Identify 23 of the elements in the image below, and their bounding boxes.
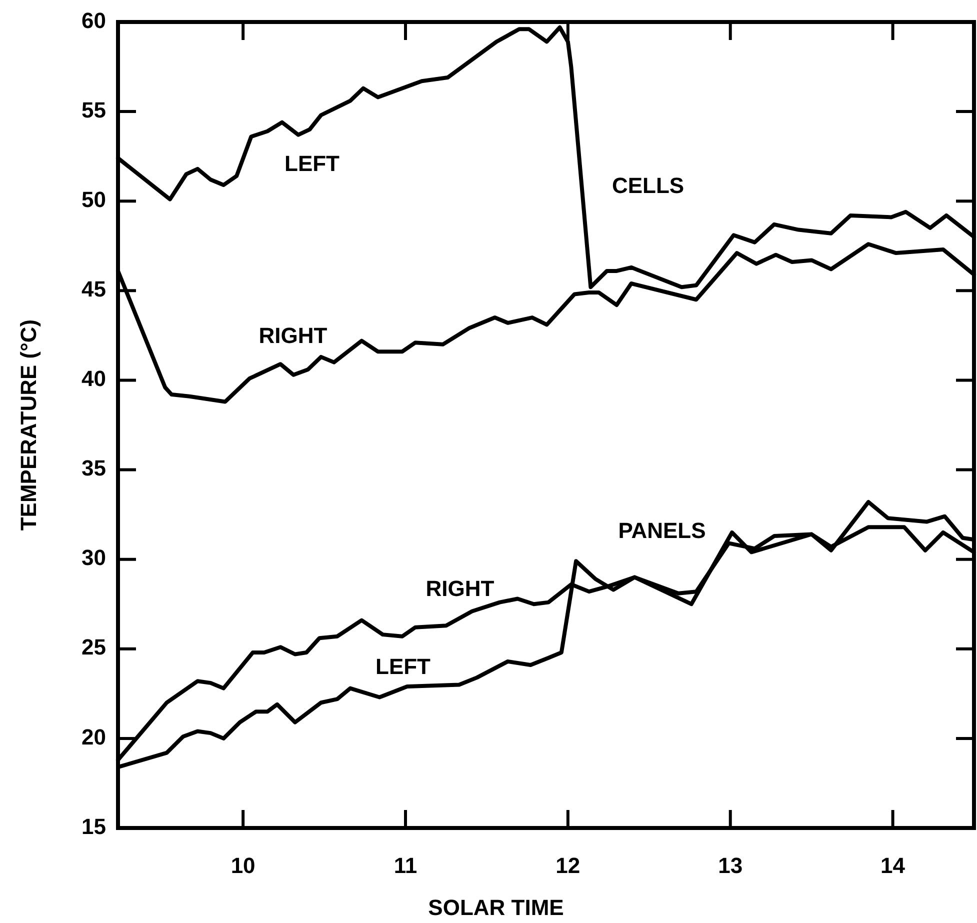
y-tick-label: 55 — [82, 97, 106, 122]
y-axis-title: TEMPERATURE (°C) — [16, 319, 41, 531]
x-tick-label: 12 — [556, 853, 580, 878]
annotation: CELLS — [612, 172, 684, 198]
x-tick-label: 11 — [394, 853, 418, 878]
series-label: RIGHT — [426, 576, 495, 601]
y-tick-label: 15 — [82, 814, 106, 839]
x-tick-label: 14 — [880, 853, 906, 878]
y-tick-label: 30 — [82, 545, 106, 570]
x-tick-label: 10 — [230, 853, 256, 878]
series-label: LEFT — [376, 654, 432, 679]
series-label: LEFT — [284, 150, 340, 176]
x-tick-label: 13 — [718, 853, 743, 878]
x-axis-title: SOLAR TIME — [428, 895, 564, 920]
y-tick-label: 40 — [82, 366, 106, 392]
y-tick-label: 25 — [82, 634, 106, 660]
y-tick-label: 60 — [82, 8, 106, 33]
y-tick-label: 50 — [82, 186, 106, 212]
y-tick-label: 45 — [82, 276, 106, 302]
annotation: PANELS — [618, 518, 706, 543]
series-label: RIGHT — [258, 322, 328, 348]
y-tick-label: 35 — [82, 456, 106, 481]
y-tick-label: 20 — [82, 724, 106, 750]
